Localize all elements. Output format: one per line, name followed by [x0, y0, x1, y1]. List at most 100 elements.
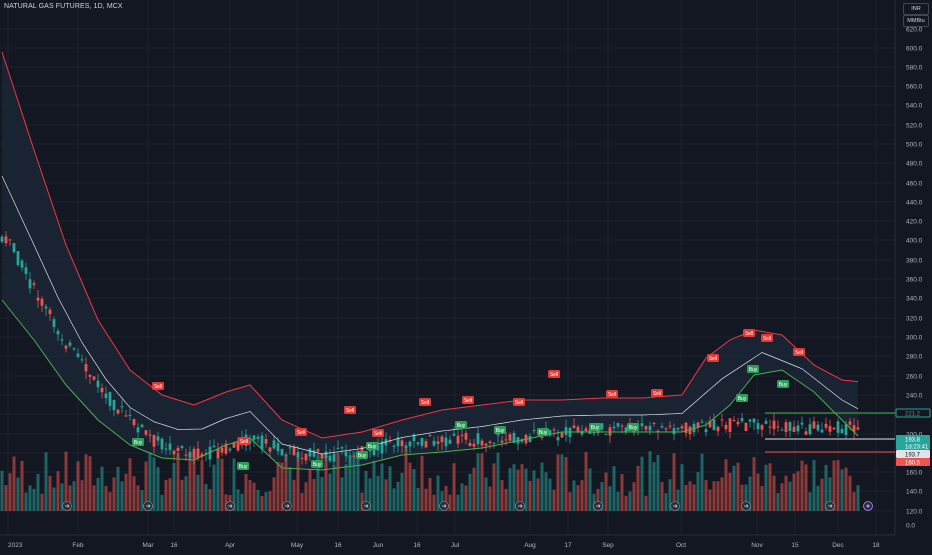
- candle-body: [580, 430, 584, 435]
- event-icon[interactable]: [515, 501, 525, 511]
- price-label-text: 221.2: [905, 411, 921, 417]
- buy-signal[interactable]: Buy: [777, 380, 789, 388]
- candle-body: [684, 422, 688, 434]
- candle-body: [144, 430, 148, 435]
- price-tick-label: 140.0: [906, 489, 923, 496]
- sell-signal[interactable]: Sell: [513, 398, 525, 406]
- volume-bar: [564, 457, 568, 511]
- buy-signal[interactable]: Buy: [455, 421, 467, 429]
- time-tick-label: Sep: [602, 542, 614, 549]
- event-icon[interactable]: [741, 501, 751, 511]
- candle-body: [796, 425, 800, 432]
- unit-badge[interactable]: MMBtu: [903, 15, 929, 27]
- buy-signal[interactable]: Buy: [627, 423, 639, 431]
- buy-signal[interactable]: Buy: [356, 451, 368, 459]
- event-icon[interactable]: [225, 501, 235, 511]
- buy-signal[interactable]: Buy: [366, 442, 378, 450]
- sell-signal[interactable]: Sell: [344, 406, 356, 414]
- volume-bar: [68, 485, 72, 511]
- buy-signal-text: Buy: [313, 462, 322, 468]
- volume-bar: [164, 479, 168, 511]
- candle-body: [652, 422, 656, 424]
- sell-signal-text: Sell: [346, 408, 354, 414]
- event-icon[interactable]: [282, 501, 292, 511]
- sell-signal[interactable]: Sell: [548, 370, 560, 378]
- candle-body: [772, 420, 776, 430]
- sell-signal[interactable]: Sell: [238, 437, 250, 445]
- sell-signal[interactable]: Sell: [152, 382, 164, 390]
- volume-bar: [172, 462, 176, 511]
- event-icon[interactable]: [825, 501, 835, 511]
- candle-body: [132, 419, 136, 426]
- price-label-line: 193.7: [896, 450, 930, 458]
- volume-bar: [852, 491, 856, 511]
- candle-body: [236, 440, 240, 451]
- volume-bar: [260, 495, 264, 511]
- candle-body: [44, 306, 48, 309]
- volume-bar: [528, 480, 532, 511]
- candle-body: [756, 423, 760, 430]
- buy-signal-text: Buy: [368, 444, 377, 450]
- volume-bar: [36, 474, 40, 511]
- volume-bar: [480, 453, 484, 511]
- time-tick-label: 17: [564, 542, 572, 549]
- candle-body: [704, 429, 708, 433]
- buy-signal[interactable]: Buy: [747, 365, 759, 373]
- sell-signal[interactable]: Sell: [651, 389, 663, 397]
- candle-body: [104, 393, 108, 399]
- volume-bar: [824, 464, 828, 511]
- candle-body: [68, 342, 72, 346]
- buy-signal[interactable]: Buy: [589, 423, 601, 431]
- event-icon[interactable]: [143, 501, 153, 511]
- buy-signal[interactable]: Buy: [311, 460, 323, 468]
- volume-bar: [456, 494, 460, 511]
- volume-bar: [124, 473, 128, 511]
- buy-signal[interactable]: Buy: [237, 462, 249, 470]
- volume-bar: [432, 494, 436, 511]
- buy-signal[interactable]: Buy: [494, 426, 506, 434]
- volume-bar: [808, 492, 812, 511]
- sell-signal[interactable]: Sell: [295, 428, 307, 436]
- volume-bar: [296, 456, 300, 511]
- volume-bar: [392, 488, 396, 511]
- event-icon[interactable]: [62, 501, 72, 511]
- candle-body: [232, 442, 236, 448]
- volume-bar: [848, 475, 852, 511]
- volume-bar: [684, 484, 688, 511]
- sell-signal[interactable]: Sell: [743, 329, 755, 337]
- candle-body: [472, 443, 476, 447]
- volume-bar: [24, 492, 28, 511]
- volume-bar: [88, 456, 92, 511]
- candle-body: [328, 455, 332, 461]
- sell-signal[interactable]: Sell: [793, 348, 805, 356]
- buy-signal[interactable]: Buy: [736, 394, 748, 402]
- sell-signal[interactable]: Sell: [372, 429, 384, 437]
- candle-body: [196, 448, 200, 459]
- sell-signal[interactable]: Sell: [707, 354, 719, 362]
- sell-signal-text: Sell: [374, 431, 382, 437]
- volume-bar: [28, 485, 32, 511]
- candle-body: [584, 428, 588, 432]
- settings-icon[interactable]: [863, 501, 873, 511]
- price-tick-label: 500.0: [906, 142, 923, 149]
- event-icon[interactable]: [593, 501, 603, 511]
- sell-signal[interactable]: Sell: [462, 396, 474, 404]
- currency-badge[interactable]: INR: [903, 3, 929, 15]
- event-icon[interactable]: [439, 501, 449, 511]
- volume-bar: [96, 477, 100, 511]
- buy-signal[interactable]: Buy: [537, 428, 549, 436]
- candle-body: [820, 429, 824, 433]
- sell-signal-text: Sell: [464, 398, 472, 404]
- volume-bar: [80, 480, 84, 511]
- candle-body: [84, 364, 88, 372]
- event-icon[interactable]: [361, 501, 371, 511]
- candle-body: [520, 439, 524, 442]
- sell-signal[interactable]: Sell: [606, 390, 618, 398]
- candle-body: [40, 298, 44, 306]
- sell-signal[interactable]: Sell: [761, 334, 773, 342]
- buy-signal[interactable]: Buy: [132, 438, 144, 446]
- sell-signal[interactable]: Sell: [419, 398, 431, 406]
- event-icon[interactable]: [670, 501, 680, 511]
